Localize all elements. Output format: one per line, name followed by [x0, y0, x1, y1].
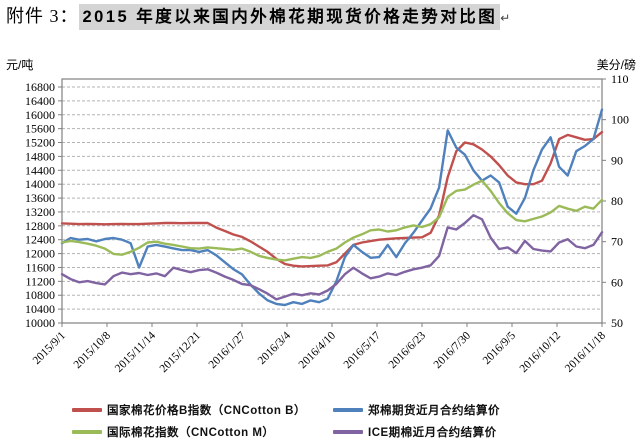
right-axis-tick-label: 100 — [611, 113, 629, 127]
x-axis-tick-label: 2016/6/23 — [387, 329, 429, 371]
right-axis-tick-label: 80 — [611, 194, 623, 208]
y-axis-tick-label: 12000 — [25, 247, 55, 261]
y-axis-tick-label: 14400 — [25, 163, 55, 177]
y-axis-tick-label: 13600 — [25, 191, 55, 205]
attachment-label: 附件 3： — [6, 6, 79, 26]
cncotton-m-series-swatch — [72, 430, 102, 434]
legend-label: ICE期棉近月合约结算价 — [368, 427, 497, 439]
x-axis-tick-label: 2015/11/14 — [113, 329, 158, 374]
series-line-1 — [60, 108, 604, 307]
x-axis-tick-label: 2016/5/17 — [342, 329, 384, 371]
series-line-3 — [60, 213, 604, 301]
series-line-0 — [60, 130, 604, 268]
right-axis-tick-label: 90 — [611, 153, 623, 167]
right-axis-tick-label: 110 — [611, 72, 629, 86]
legend-item-zhengzhou-futures: 郑棉期货近月合约结算价 — [333, 402, 500, 418]
x-axis-tick-label: 2016/10/12 — [518, 329, 564, 375]
price-trend-chart: 1680016400160001560015200148001440014000… — [6, 57, 636, 375]
y-axis-tick-label: 16000 — [25, 108, 55, 122]
legend-label: 国际棉花指数（CNCotton M） — [107, 427, 275, 439]
right-axis-tick-label: 50 — [611, 316, 623, 330]
y-axis-tick-label: 12400 — [25, 233, 55, 247]
zhengzhou-futures-series-swatch — [333, 408, 363, 412]
right-axis-tick-label: 60 — [611, 275, 623, 289]
legend-item-cncotton-m: 国际棉花指数（CNCotton M） — [72, 424, 333, 440]
x-axis-tick-label: 2015/9/1 — [31, 329, 69, 367]
x-axis-tick-label: 2015/12/21 — [158, 329, 204, 375]
x-axis-tick-label: 2016/3/4 — [256, 329, 294, 367]
y-axis-tick-label: 15600 — [25, 122, 55, 136]
y-axis-tick-label: 10400 — [25, 302, 55, 316]
x-axis-tick-label: 2015/10/8 — [72, 329, 114, 371]
y-axis-tick-label: 11200 — [25, 274, 55, 288]
series-line-2 — [60, 179, 604, 262]
x-axis-tick-label: 2016/4/10 — [297, 329, 339, 371]
right-axis-unit-label: 美分/磅 — [597, 57, 636, 72]
title-highlight: 2015 年度以来国内外棉花期现货价格走势对比图 — [78, 4, 501, 30]
y-axis-tick-label: 14000 — [25, 177, 55, 191]
y-axis-tick-label: 10000 — [25, 316, 55, 330]
left-axis-unit-label: 元/吨 — [6, 58, 33, 72]
y-axis-tick-label: 12800 — [25, 219, 55, 233]
y-axis-tick-label: 14800 — [25, 149, 55, 163]
y-axis-tick-label: 13200 — [25, 205, 55, 219]
y-axis-tick-label: 16400 — [25, 94, 55, 108]
y-axis-tick-label: 15200 — [25, 136, 55, 150]
x-axis-tick-label: 2016/1/27 — [207, 329, 249, 371]
x-axis-tick-label: 2016/11/18 — [563, 329, 608, 374]
x-axis-tick-label: 2016/9/5 — [481, 329, 519, 367]
ice-futures-series-swatch — [333, 430, 363, 434]
y-axis-tick-label: 16800 — [25, 80, 55, 94]
figure-title: 附件 3： 2015 年度以来国内外棉花期现货价格走势对比图 ↵ — [6, 2, 511, 30]
paragraph-mark-icon: ↵ — [500, 11, 511, 25]
legend-item-cncotton-b: 国家棉花价格B指数（CNCotton B） — [72, 402, 333, 418]
legend-item-ice-futures: ICE期棉近月合约结算价 — [333, 424, 500, 440]
right-axis-tick-label: 70 — [611, 235, 623, 249]
x-axis-tick-label: 2016/7/30 — [432, 329, 474, 371]
legend-label: 郑棉期货近月合约结算价 — [368, 405, 500, 417]
y-axis-tick-label: 11600 — [25, 260, 55, 274]
y-axis-tick-label: 10800 — [25, 288, 55, 302]
cncotton-b-series-swatch — [72, 408, 102, 412]
chart-legend: 国家棉花价格B指数（CNCotton B） 郑棉期货近月合约结算价 国际棉花指数… — [72, 402, 500, 440]
legend-label: 国家棉花价格B指数（CNCotton B） — [107, 405, 306, 417]
